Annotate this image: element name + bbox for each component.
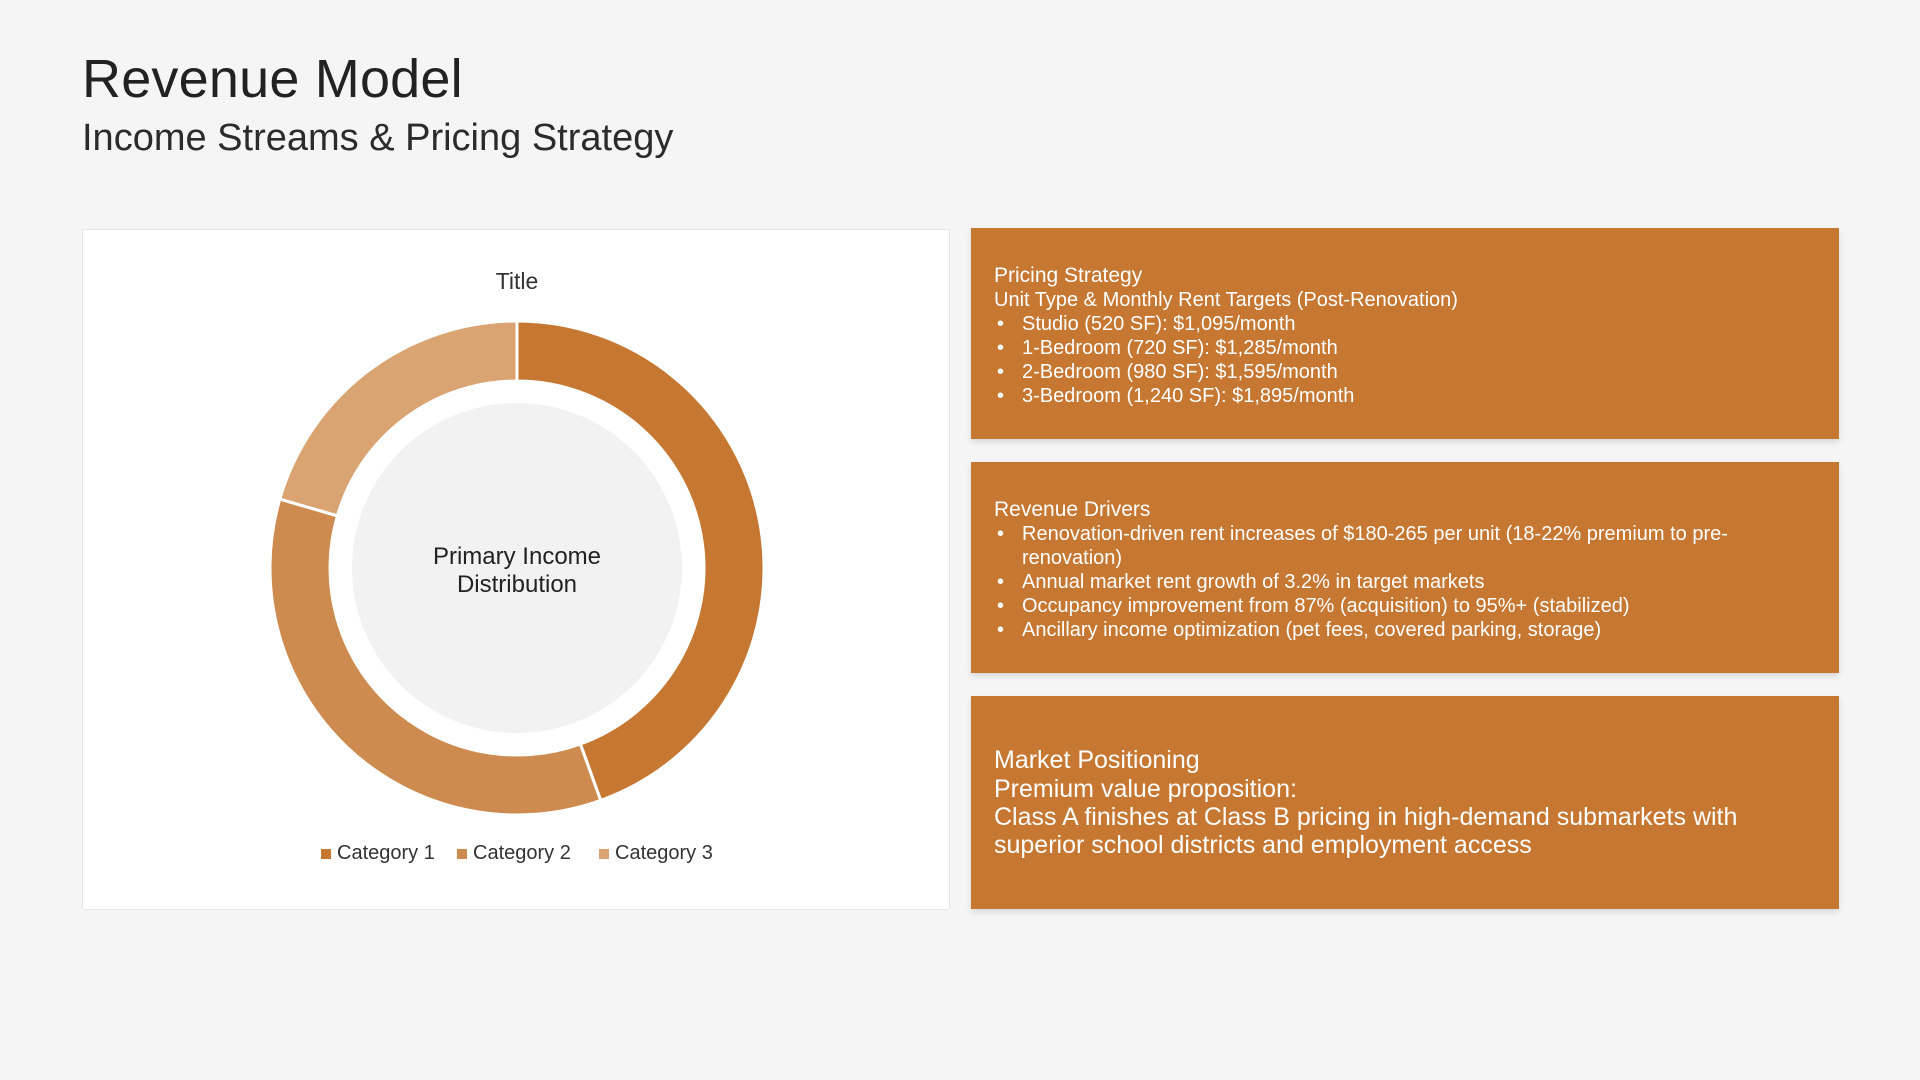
list-item: • Studio (520 SF): $1,095/month [997, 313, 1296, 335]
donut-slice-3 [277, 319, 519, 518]
list-item: • Occupancy improvement from 87% (acquisi… [997, 595, 1630, 617]
pricing-strategy-card: Pricing Strategy Unit Type & Monthly Ren… [971, 228, 1839, 439]
donut-chart-panel: Title Primary Income Distribution Catego… [82, 229, 950, 910]
center-label-line-1: Primary Income [433, 543, 601, 570]
legend-swatch-2 [457, 849, 467, 859]
list-item: • 2-Bedroom (980 SF): $1,595/month [997, 361, 1338, 383]
page-title: Revenue Model [82, 49, 463, 109]
donut-slice-2 [268, 497, 603, 817]
donut-slice-1 [515, 319, 766, 803]
drivers-list: • Renovation-driven rent increases of $18… [994, 522, 1799, 642]
chart-title: Title [496, 268, 539, 294]
center-label-line-2: Distribution [457, 571, 577, 598]
legend-swatch-3 [599, 849, 609, 859]
market-positioning-line-2: Class A finishes at Class B pricing in h… [994, 803, 1738, 859]
pricing-list: • Studio (520 SF): $1,095/month • 1-Bedroo… [994, 312, 1799, 408]
list-item: • Renovation-driven rent increases of $18… [997, 523, 1728, 569]
donut-chart: Title Primary Income Distribution Catego… [268, 268, 766, 864]
chart-legend: Category 1 Category 2 Category 3 [321, 842, 713, 864]
pricing-strategy-subtitle: Unit Type & Monthly Rent Targets (Post-R… [994, 289, 1458, 311]
list-item: • 3-Bedroom (1,240 SF): $1,895/month [997, 385, 1355, 407]
market-positioning-card: Market Positioning Premium value proposi… [971, 696, 1839, 909]
legend-label-1: Category 1 [337, 842, 435, 864]
revenue-drivers-title: Revenue Drivers [994, 498, 1151, 521]
donut-slices [268, 319, 766, 817]
revenue-drivers-card: Revenue Drivers • Renovation-driven rent … [971, 462, 1839, 673]
list-item: • Annual market rent growth of 3.2% in ta… [997, 571, 1485, 593]
legend-swatch-1 [321, 849, 331, 859]
pricing-strategy-title: Pricing Strategy [994, 264, 1143, 287]
market-positioning-title: Market Positioning [994, 746, 1200, 774]
legend-label-3: Category 3 [615, 842, 713, 864]
list-item: • 1-Bedroom (720 SF): $1,285/month [997, 337, 1338, 359]
legend-label-2: Category 2 [473, 842, 571, 864]
market-positioning-line-1: Premium value proposition: [994, 775, 1297, 803]
page-subtitle: Income Streams & Pricing Strategy [82, 117, 674, 159]
donut-center [352, 403, 682, 733]
list-item: • Ancillary income optimization (pet fees… [997, 619, 1602, 641]
